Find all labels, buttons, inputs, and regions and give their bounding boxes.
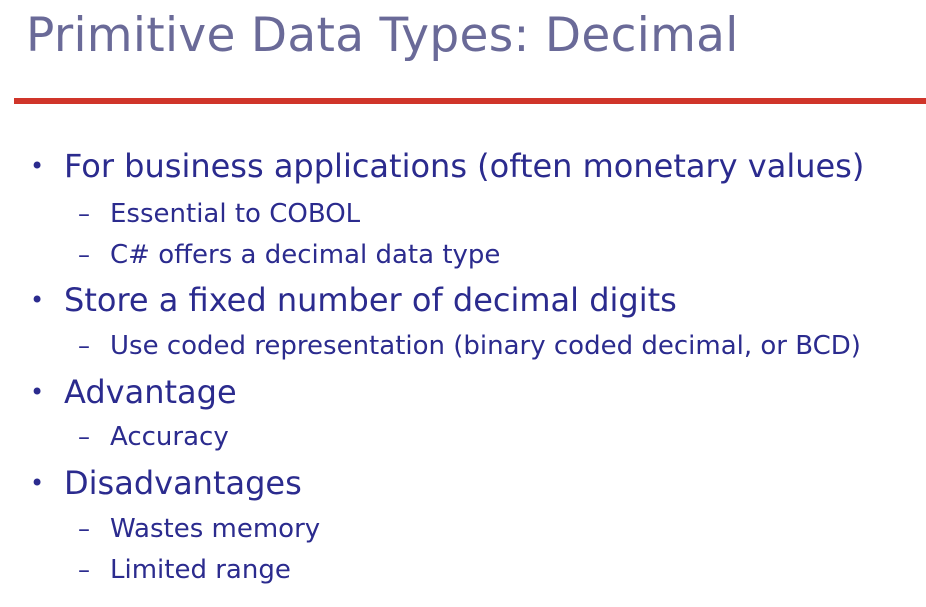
sub-bullet-item: Essential to COBOL — [110, 199, 361, 229]
slide-title: Primitive Data Types: Decimal — [26, 8, 739, 63]
sub-bullet-marker: – — [78, 200, 90, 228]
sub-bullet-item: C# offers a decimal data type — [110, 240, 501, 270]
bullet-item: Store a fixed number of decimal digits — [64, 281, 677, 319]
bullet-marker: • — [30, 152, 45, 180]
bullet-marker: • — [30, 286, 45, 314]
bullet-item: Disadvantages — [64, 464, 302, 502]
bullet-item: For business applications (often monetar… — [64, 147, 865, 185]
sub-bullet-marker: – — [78, 556, 90, 584]
sub-bullet-marker: – — [78, 241, 90, 269]
bullet-marker: • — [30, 378, 45, 406]
bullet-item: Advantage — [64, 373, 237, 411]
sub-bullet-marker: – — [78, 332, 90, 360]
sub-bullet-marker: – — [78, 423, 90, 451]
bullet-marker: • — [30, 469, 45, 497]
sub-bullet-item: Accuracy — [110, 422, 229, 452]
sub-bullet-item: Use coded representation (binary coded d… — [110, 331, 861, 361]
title-divider — [14, 98, 926, 104]
sub-bullet-item: Wastes memory — [110, 514, 321, 544]
sub-bullet-item: Limited range — [110, 555, 291, 585]
sub-bullet-marker: – — [78, 515, 90, 543]
